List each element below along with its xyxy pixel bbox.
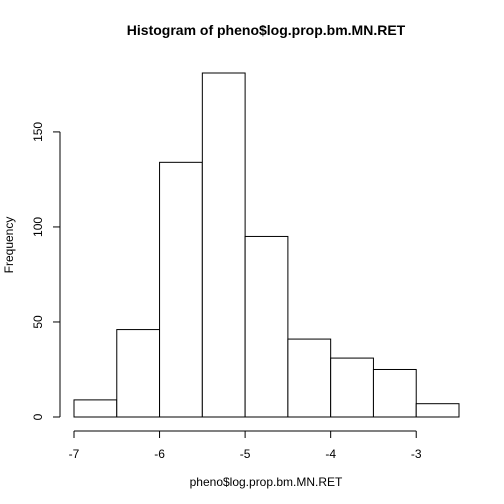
x-tick-label: -4 (325, 447, 336, 461)
x-tick-label: -5 (240, 447, 251, 461)
histogram-bar (202, 73, 245, 417)
histogram-bar (331, 358, 374, 417)
x-tick-label: -3 (411, 447, 422, 461)
x-tick-label: -7 (69, 447, 80, 461)
y-tick-label: 100 (31, 217, 45, 237)
histogram-bar (416, 404, 459, 417)
y-tick-label: 150 (31, 122, 45, 142)
histogram-bar (117, 330, 160, 417)
histogram-bar (160, 162, 203, 417)
chart-title: Histogram of pheno$log.prop.bm.MN.RET (127, 22, 406, 38)
x-axis: -7 -6 -5 -4 -3 (69, 431, 422, 461)
histogram-bar (373, 369, 416, 417)
bars-group (74, 73, 459, 417)
x-tick-label: -6 (154, 447, 165, 461)
x-axis-label: pheno$log.prop.bm.MN.RET (190, 475, 343, 489)
histogram-bar (74, 400, 117, 417)
y-tick-label: 0 (31, 413, 45, 420)
histogram-bar (245, 236, 288, 417)
y-axis: 0 50 100 150 (31, 122, 60, 421)
y-tick-label: 50 (31, 315, 45, 329)
y-axis-label: Frequency (2, 217, 16, 274)
histogram-bar (288, 339, 331, 417)
